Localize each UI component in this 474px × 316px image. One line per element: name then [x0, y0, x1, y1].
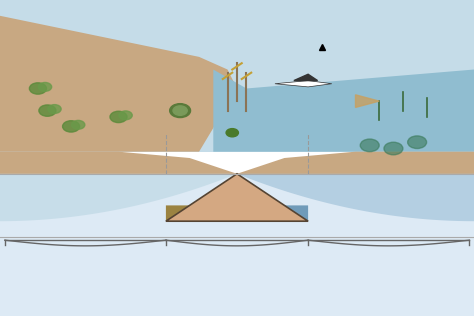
- Polygon shape: [0, 152, 474, 237]
- Polygon shape: [0, 174, 237, 221]
- Circle shape: [408, 136, 427, 149]
- Circle shape: [39, 105, 56, 116]
- Circle shape: [360, 139, 379, 152]
- Circle shape: [110, 111, 127, 123]
- Circle shape: [38, 82, 52, 91]
- Polygon shape: [270, 205, 308, 221]
- Text: Transitional
ecosystem: Transitional ecosystem: [211, 176, 263, 197]
- Polygon shape: [356, 95, 379, 107]
- Polygon shape: [237, 174, 474, 221]
- Polygon shape: [294, 74, 318, 81]
- FancyBboxPatch shape: [0, 174, 474, 316]
- Circle shape: [173, 106, 187, 115]
- Text: Ecotone
(marshland): Ecotone (marshland): [205, 254, 269, 277]
- Polygon shape: [166, 205, 204, 221]
- Text: Ecosystem I: Ecosystem I: [52, 254, 114, 264]
- Text: Aquatic
ecosystem: Aquatic ecosystem: [359, 181, 419, 204]
- Polygon shape: [275, 81, 332, 87]
- Polygon shape: [166, 174, 308, 221]
- FancyBboxPatch shape: [0, 0, 474, 142]
- Circle shape: [384, 142, 403, 155]
- Polygon shape: [213, 70, 474, 152]
- FancyBboxPatch shape: [0, 0, 474, 152]
- Text: Land
ecosystem: Land ecosystem: [55, 181, 115, 204]
- Circle shape: [119, 111, 132, 120]
- FancyBboxPatch shape: [0, 0, 474, 237]
- Circle shape: [63, 121, 80, 132]
- Text: Ecosystem II: Ecosystem II: [356, 254, 421, 264]
- Circle shape: [29, 83, 46, 94]
- Circle shape: [48, 105, 61, 113]
- Polygon shape: [0, 16, 237, 152]
- Circle shape: [226, 129, 238, 137]
- Circle shape: [170, 104, 191, 118]
- Circle shape: [72, 120, 85, 129]
